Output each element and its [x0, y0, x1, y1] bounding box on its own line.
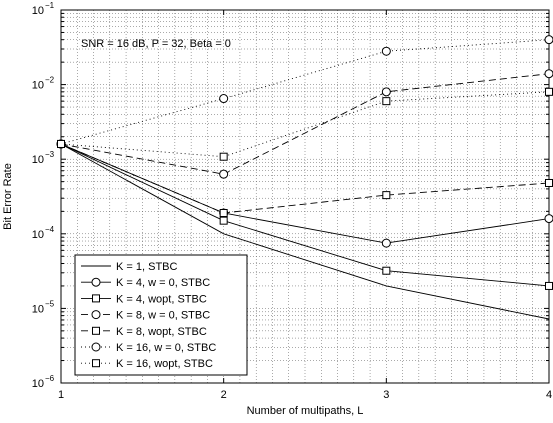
- y-tick-base: 10: [32, 5, 44, 17]
- legend-item: K = 8, w = 0, STBC: [81, 310, 210, 322]
- data-point: [381, 238, 391, 248]
- y-tick-base: 10: [32, 80, 44, 92]
- data-point: [381, 46, 391, 56]
- series-line: [60, 143, 550, 287]
- plot-frame: [60, 9, 550, 384]
- y-tick-label: 10 −4: [32, 225, 55, 241]
- legend-item: K = 8, wopt, STBC: [81, 326, 207, 338]
- y-tick-exponent: −2: [45, 76, 55, 85]
- data-point: [544, 69, 553, 79]
- y-tick-label: 10 −2: [32, 76, 55, 92]
- x-tick-label: 3: [383, 389, 389, 401]
- data-point: [219, 209, 228, 218]
- y-tick-label: 10 −3: [32, 150, 55, 166]
- y-tick-base: 10: [32, 229, 44, 241]
- legend-label: K = 1, STBC: [116, 261, 177, 273]
- data-point: [382, 191, 391, 200]
- data-point: [382, 97, 391, 106]
- y-tick-exponent: −4: [45, 225, 55, 234]
- y-tick-label: 10 −1: [32, 1, 55, 17]
- data-point: [219, 94, 229, 104]
- y-tick-base: 10: [32, 378, 44, 390]
- legend-item: K = 1, STBC: [81, 261, 177, 273]
- data-point: [545, 87, 553, 96]
- data-point: [91, 310, 101, 320]
- legend: K = 1, STBC K = 4, w = 0, STBC K = 4, wopt…: [74, 254, 248, 376]
- legend-label: K = 8, w = 0, STBC: [116, 310, 210, 322]
- data-point: [219, 169, 229, 179]
- y-tick-exponent: −1: [45, 1, 55, 10]
- series-line: [60, 39, 550, 145]
- y-tick-label: 10 −6: [32, 374, 55, 390]
- legend-label: K = 16, wopt, STBC: [116, 358, 213, 370]
- data-point: [219, 216, 228, 225]
- annotation: SNR = 16 dB, P = 32, Beta = 0: [81, 38, 231, 50]
- legend-label: K = 4, w = 0, STBC: [116, 277, 210, 289]
- series-line: [60, 91, 550, 158]
- x-tick-label: 1: [58, 389, 64, 401]
- data-point: [91, 342, 101, 352]
- series-group: [57, 87, 553, 161]
- y-tick-exponent: −5: [45, 299, 55, 308]
- legend-item: K = 16, w = 0, STBC: [81, 342, 216, 354]
- x-tick-label: 2: [221, 389, 227, 401]
- legend-label: K = 8, wopt, STBC: [116, 326, 207, 338]
- data-point: [544, 214, 553, 224]
- data-point: [57, 139, 65, 148]
- x-tick-label: 4: [546, 389, 552, 401]
- data-point: [381, 87, 391, 97]
- data-point: [544, 35, 553, 45]
- series-line: [60, 143, 550, 214]
- y-tick-base: 10: [32, 303, 44, 315]
- data-point: [545, 281, 553, 290]
- series-group: [60, 143, 550, 320]
- y-tick-labels: 10−610−510−410−310−210−1: [32, 1, 55, 390]
- y-tick-label: 10 −5: [32, 299, 55, 315]
- series-line: [60, 73, 550, 175]
- y-tick-base: 10: [32, 154, 44, 166]
- x-axis-label: Number of multipaths, L: [247, 405, 364, 417]
- data-point: [382, 266, 391, 275]
- legend-label: K = 16, w = 0, STBC: [116, 342, 216, 354]
- y-tick-exponent: −6: [45, 374, 55, 383]
- data-point: [545, 178, 553, 187]
- data-point: [91, 277, 101, 287]
- legend-item: K = 4, wopt, STBC: [81, 293, 207, 305]
- series: [56, 35, 553, 320]
- data-point: [92, 359, 100, 368]
- legend-label: K = 4, wopt, STBC: [116, 293, 207, 305]
- legend-item: K = 4, w = 0, STBC: [81, 277, 210, 289]
- data-point: [92, 326, 100, 335]
- legend-item: K = 16, wopt, STBC: [81, 358, 213, 370]
- y-axis-label: Bit Error Rate: [2, 163, 14, 230]
- x-tick-labels: 1 2 3 4: [58, 389, 552, 401]
- y-tick-exponent: −3: [45, 150, 55, 159]
- data-point: [92, 294, 100, 303]
- series-line: [60, 143, 550, 320]
- data-point: [219, 152, 228, 161]
